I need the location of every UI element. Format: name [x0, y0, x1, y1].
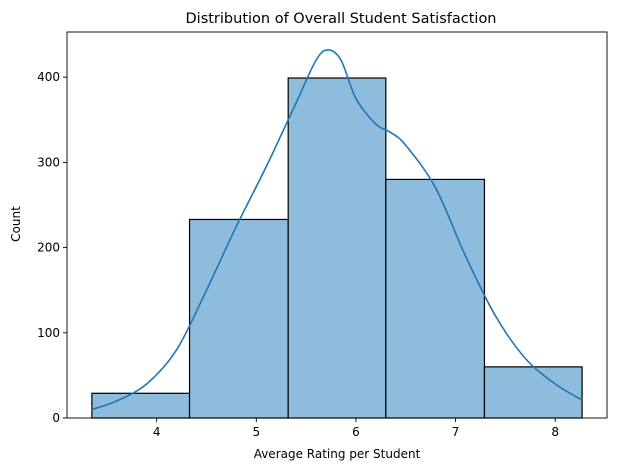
- y-axis-label: Count: [9, 206, 23, 242]
- chart-title: Distribution of Overall Student Satisfac…: [186, 11, 497, 27]
- x-tick-label: 7: [452, 425, 460, 439]
- y-tick-label: 300: [37, 155, 60, 169]
- plot-frame: [66, 31, 608, 419]
- histogram-bar: [188, 218, 289, 419]
- x-tick-label: 8: [551, 425, 559, 439]
- x-tick-label: 6: [352, 425, 360, 439]
- x-axis-label: Average Rating per Student: [254, 447, 421, 461]
- histogram-bar: [287, 77, 387, 419]
- x-tick-label: 5: [252, 425, 260, 439]
- histogram-bar: [385, 178, 486, 419]
- y-tick-label: 100: [37, 326, 60, 340]
- y-tick-label: 0: [52, 411, 60, 425]
- plot-area: 4 5 6 7 8 0 100 200 300 400: [37, 31, 608, 439]
- histogram-bar: [483, 366, 583, 419]
- x-tick-label: 4: [153, 425, 161, 439]
- y-tick-label: 200: [37, 241, 60, 255]
- kde-curve: [91, 49, 583, 411]
- y-tick-label: 400: [37, 70, 60, 84]
- histogram-bar: [91, 392, 191, 419]
